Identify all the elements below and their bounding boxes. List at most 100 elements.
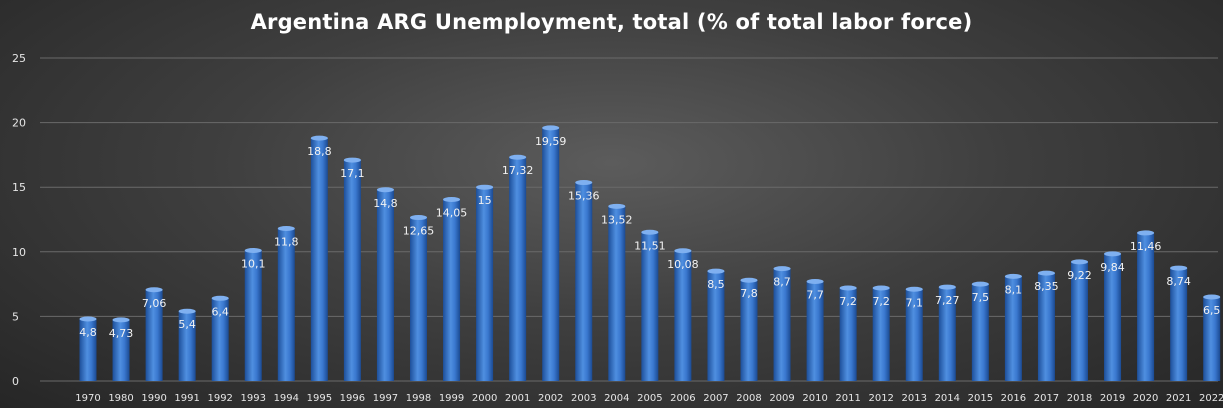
data-label: 7,06 [142,297,167,310]
bar [244,250,262,381]
bar-cap [277,226,295,232]
x-tick-label: 2014 [935,393,960,404]
bar [476,187,494,381]
bar-cap [376,187,394,193]
bar-cap [773,266,791,272]
data-label: 8,1 [1005,283,1023,296]
bar [145,289,163,381]
bar-cap [1071,259,1088,265]
bar [839,287,857,381]
y-axis: 0 5 10 15 20 25 [12,52,26,388]
bar [1137,232,1155,381]
bar-cap [178,308,196,314]
bar [707,271,725,381]
x-axis: 1970 1980 1990 1991 1992 1993 1994 1995 1996 1997… [75,393,1223,404]
data-label: 13,52 [601,213,633,226]
x-tick-label: 1996 [340,393,365,404]
x-tick-label: 2001 [505,393,530,404]
data-label: 6,4 [211,305,229,318]
x-tick-label: 2002 [538,393,563,404]
x-tick-label: 2012 [868,393,893,404]
bar [971,284,989,381]
x-tick-label: 2005 [637,393,662,404]
data-label: 11,8 [274,236,299,249]
bar-cap [1203,294,1221,300]
bar [674,250,692,381]
x-tick-label: 2011 [835,393,860,404]
data-label: 15,36 [568,190,600,203]
data-label: 9,84 [1100,261,1125,274]
bar-cap [608,203,626,209]
x-tick-label: 2010 [802,393,827,404]
bar-cap [509,154,527,160]
bar [1203,297,1221,381]
data-label: 8,35 [1034,280,1059,293]
bar [343,160,361,381]
bar-cap [938,284,956,290]
bar-cap [839,285,857,291]
data-label: 15 [478,194,492,207]
x-tick-label: 2021 [1166,393,1191,404]
bar [773,268,791,381]
bar-cap [740,277,758,283]
bar [310,138,328,381]
bar [872,287,890,381]
data-label: 4,73 [109,327,134,340]
bar-cap [211,295,229,301]
bar [806,281,824,381]
x-tick-label: 2016 [1001,393,1026,404]
data-labels: 4,8 4,73 7,06 5,4 6,4 10,1 11,8 18,8 17,1 14,8 12,… [79,135,1220,340]
bar [376,189,394,381]
y-tick-label: 25 [12,52,26,65]
bar-cap [343,157,361,163]
y-tick-label: 20 [12,117,26,130]
bar-cap [1037,270,1055,276]
gridlines [40,57,1218,382]
bar-cap [1104,251,1122,257]
bar-cap [1137,230,1155,236]
y-tick-label: 10 [12,246,26,259]
bar-cap [443,196,461,202]
x-tick-label: 2020 [1133,393,1158,404]
x-tick-label: 1994 [274,393,299,404]
bar-cap [905,286,923,292]
x-tick-label: 1995 [307,393,332,404]
bar-cap [641,229,659,235]
data-label: 7,27 [935,294,960,307]
x-tick-label: 1990 [141,393,166,404]
data-label: 17,32 [502,164,534,177]
data-label: 7,1 [906,296,924,309]
data-label: 8,7 [773,276,791,289]
bar [542,127,560,381]
bar [1071,261,1088,381]
bar-cap [542,125,560,131]
bar-cap [410,215,427,221]
x-tick-label: 2009 [769,393,794,404]
bar [608,206,626,381]
y-tick-label: 0 [12,375,19,388]
x-tick-label: 1992 [207,393,232,404]
x-tick-label: 2004 [604,393,629,404]
data-label: 14,05 [436,206,468,219]
x-tick-label: 2019 [1100,393,1125,404]
bar-cap [1170,265,1188,271]
bar [575,182,593,381]
x-tick-label: 1993 [241,393,266,404]
x-tick-label: 2003 [571,393,596,404]
y-tick-label: 5 [12,310,19,323]
data-label: 8,74 [1166,275,1191,288]
x-tick-label: 2000 [472,393,497,404]
data-label: 10,1 [241,258,266,271]
bar-cap [872,285,890,291]
bar-cap [145,287,163,293]
x-tick-label: 1998 [406,393,431,404]
bar-cap [971,281,989,287]
bar-cap [575,180,593,186]
x-tick-label: 1980 [108,393,133,404]
data-label: 19,59 [535,135,567,148]
data-label: 6,5 [1203,304,1221,317]
data-label: 10,08 [667,258,699,271]
bar [178,311,196,381]
data-label: 5,4 [178,318,196,331]
